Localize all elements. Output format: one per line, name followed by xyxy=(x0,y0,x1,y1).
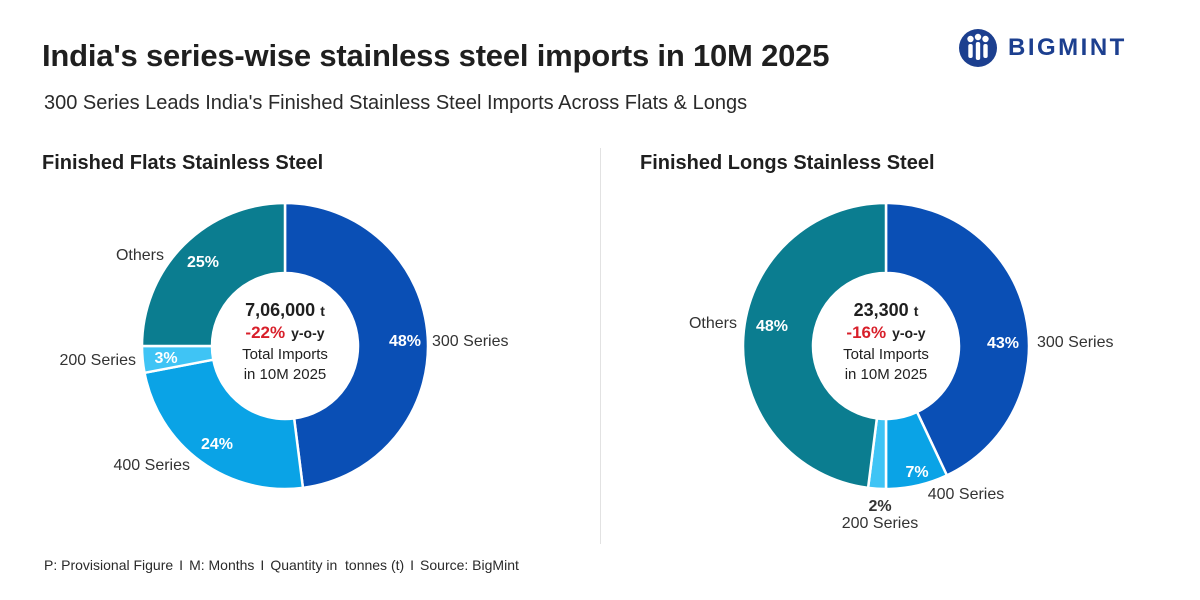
longs-pct-label-others: 48% xyxy=(756,318,788,335)
flats-center-line2: in 10M 2025 xyxy=(244,366,327,383)
footer-separator: I xyxy=(260,557,265,573)
footer-separator: I xyxy=(410,557,415,573)
longs-center-line1: Total Imports xyxy=(843,346,929,363)
chart-divider xyxy=(600,148,601,544)
flats-center-line1: Total Imports xyxy=(242,346,328,363)
flats-category-label-200-series: 200 Series xyxy=(60,352,137,369)
page-subtitle: 300 Series Leads India's Finished Stainl… xyxy=(44,92,748,114)
longs-slice-others xyxy=(741,201,888,490)
footer-item: Source: BigMint xyxy=(420,557,519,573)
flats-center-summary: 7,06,000 t -22% y-o-y Total Imports in 10M 20… xyxy=(242,300,328,383)
flats-pct-label-300-series: 48% xyxy=(389,333,421,350)
flats-yoy-change: -22% y-o-y xyxy=(245,323,324,342)
footer-separator: I xyxy=(179,557,184,573)
longs-chart-title: Finished Longs Stainless Steel xyxy=(640,152,935,174)
flats-chart-title: Finished Flats Stainless Steel xyxy=(42,152,324,174)
flats-pct-label-others: 25% xyxy=(187,254,219,271)
longs-yoy-change: -16% y-o-y xyxy=(846,323,925,342)
longs-center-summary: 23,300 t -16% y-o-y Total Imports in 10M 2025 xyxy=(843,300,929,383)
flats-pct-label-400-series: 24% xyxy=(201,436,233,453)
footer-item: M: Months xyxy=(189,557,255,573)
flats-slice-400-series xyxy=(143,358,305,491)
longs-slice-300-series xyxy=(884,201,1031,478)
longs-pct-label-300-series: 43% xyxy=(987,335,1019,352)
flats-slice-others xyxy=(140,201,287,348)
footer-item: P: Provisional Figure xyxy=(44,557,174,573)
page-title: India's series-wise stainless steel impo… xyxy=(42,38,830,73)
longs-category-label-400-series: 400 Series xyxy=(928,486,1005,503)
logo-text: BIGMINT xyxy=(1008,34,1127,61)
flats-category-label-400-series: 400 Series xyxy=(114,457,191,474)
flats-category-label-300-series: 300 Series xyxy=(432,333,509,350)
flats-slice-300-series xyxy=(283,201,430,490)
longs-category-label-300-series: 300 Series xyxy=(1037,334,1114,351)
longs-pct-label-200-series: 2% xyxy=(868,498,891,515)
flats-total-imports: 7,06,000 t xyxy=(245,300,325,320)
longs-category-label-200-series: 200 Series xyxy=(842,515,919,532)
bigmint-logo-icon xyxy=(959,29,997,67)
longs-category-label-others: Others xyxy=(689,315,737,332)
longs-total-imports: 23,300 t xyxy=(854,300,919,320)
flats-category-label-others: Others xyxy=(116,247,164,264)
flats-pct-label-200-series: 3% xyxy=(154,350,177,367)
longs-pct-label-400-series: 7% xyxy=(905,464,928,481)
footer-item: Quantity in tonnes (t) xyxy=(270,557,405,573)
bigmint-logo: BIGMINT xyxy=(958,26,1158,70)
footer-note: P: Provisional Figure I M: Months I Quantity… xyxy=(44,557,519,573)
longs-center-line2: in 10M 2025 xyxy=(845,366,928,383)
